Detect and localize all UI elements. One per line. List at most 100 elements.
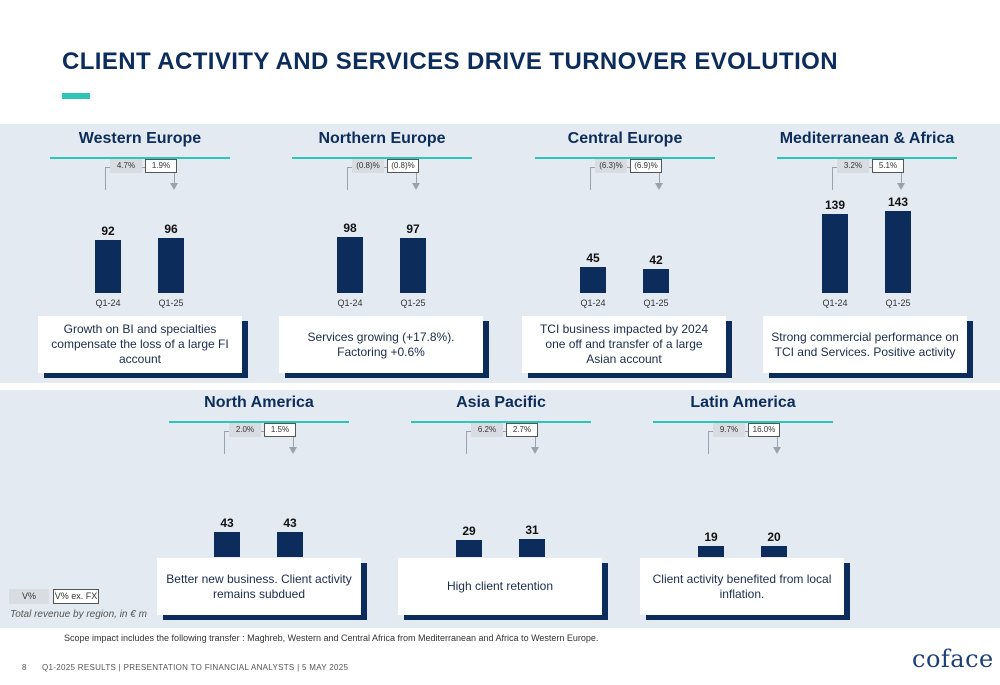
bracket-right-line	[293, 431, 294, 447]
bar	[761, 546, 787, 557]
bracket-arrow-icon	[773, 447, 781, 454]
bracket-right-line	[901, 167, 902, 183]
footnote: Scope impact includes the following tran…	[64, 633, 599, 643]
variation-pct: 3.2%	[837, 159, 869, 173]
bar	[400, 238, 426, 293]
region-comment: Services growing (+17.8%). Factoring +0.…	[279, 316, 483, 373]
region-comment: Better new business. Client activity rem…	[157, 558, 361, 615]
bar-value-label: 43	[220, 516, 234, 530]
bar	[158, 238, 184, 293]
variation-pct-ex-fx: (0.8)%	[387, 159, 419, 173]
bar	[337, 237, 363, 293]
legend-v-pct: V%	[9, 589, 49, 604]
region-chart: Central Europe (6.3)% (6.9)% 45 Q1-24 42 Q1-25	[535, 130, 735, 370]
bracket-right-line	[416, 167, 417, 183]
bracket-left-line	[832, 167, 833, 190]
bar	[456, 540, 482, 557]
region-title: North America	[204, 394, 314, 411]
page-title: CLIENT ACTIVITY AND SERVICES DRIVE TURNO…	[62, 48, 838, 75]
bar-value-label: 31	[525, 523, 539, 537]
category-label: Q1-24	[580, 298, 606, 308]
variation-pct-ex-fx: 2.7%	[506, 423, 538, 437]
region-chart: Mediterranean & Africa 3.2% 5.1% 139 Q1-24 14…	[777, 130, 977, 370]
bracket-left-line	[466, 431, 467, 454]
variation-pct-ex-fx: (6.9)%	[630, 159, 662, 173]
bracket-left-line	[347, 167, 348, 190]
bracket-left-line	[224, 431, 225, 454]
variation-pct-ex-fx: 1.9%	[145, 159, 177, 173]
variation-pct: 2.0%	[229, 423, 261, 437]
region-underline	[653, 421, 833, 423]
bracket-arrow-icon	[897, 183, 905, 190]
variation-pct: 9.7%	[713, 423, 745, 437]
bracket-arrow-icon	[412, 183, 420, 190]
region-title: Latin America	[690, 394, 796, 411]
region-underline	[535, 157, 715, 159]
variation-pct: (6.3)%	[595, 159, 627, 173]
bar-value-label: 45	[586, 251, 600, 265]
bar	[214, 532, 240, 557]
bar-value-label: 20	[767, 530, 781, 544]
variation-pct: 6.2%	[471, 423, 503, 437]
region-title: Central Europe	[567, 130, 683, 147]
bar-value-label: 43	[283, 516, 297, 530]
category-label: Q1-24	[337, 298, 363, 308]
bar	[277, 532, 303, 557]
bracket-arrow-icon	[289, 447, 297, 454]
bracket-right-line	[659, 167, 660, 183]
coface-logo: coface	[912, 645, 994, 673]
bar	[643, 269, 669, 293]
variation-pct: (0.8)%	[352, 159, 384, 173]
variation-pct-ex-fx: 1.5%	[264, 423, 296, 437]
region-title: Western Europe	[78, 130, 202, 147]
bar	[822, 214, 848, 293]
bracket-left-line	[708, 431, 709, 454]
bar-value-label: 98	[343, 221, 357, 235]
bar-value-label: 92	[101, 224, 115, 238]
category-label: Q1-25	[885, 298, 911, 308]
bar-value-label: 19	[704, 530, 718, 544]
region-comment: TCI business impacted by 2024 one off an…	[522, 316, 726, 373]
category-label: Q1-25	[643, 298, 669, 308]
bar-value-label: 96	[164, 222, 178, 236]
region-comment: Growth on BI and specialties compensate …	[38, 316, 242, 373]
bracket-arrow-icon	[655, 183, 663, 190]
region-comment: Client activity benefited from local inf…	[640, 558, 844, 615]
region-comment: High client retention	[398, 558, 602, 615]
variation-pct-ex-fx: 5.1%	[872, 159, 904, 173]
bar	[95, 240, 121, 293]
bar	[580, 267, 606, 293]
bar-value-label: 139	[824, 198, 846, 212]
variation-pct-ex-fx: 16.0%	[748, 423, 780, 437]
bracket-arrow-icon	[170, 183, 178, 190]
bar	[885, 211, 911, 293]
bracket-right-line	[535, 431, 536, 447]
legend-v-pct-ex-fx: V% ex. FX	[53, 589, 99, 604]
legend-note: Total revenue by region, in € m	[10, 609, 147, 620]
bracket-right-line	[777, 431, 778, 447]
region-underline	[411, 421, 591, 423]
bar	[698, 546, 724, 557]
region-title: Asia Pacific	[456, 394, 546, 411]
category-label: Q1-25	[400, 298, 426, 308]
variation-pct: 4.7%	[110, 159, 142, 173]
title-accent-bar	[62, 93, 90, 99]
region-chart: Western Europe 4.7% 1.9% 92 Q1-24 96 Q1-25	[50, 130, 250, 370]
region-underline	[169, 421, 349, 423]
bracket-arrow-icon	[531, 447, 539, 454]
bar-value-label: 29	[462, 524, 476, 538]
region-title: Mediterranean & Africa	[779, 130, 955, 147]
bar-value-label: 143	[887, 195, 909, 209]
bracket-left-line	[590, 167, 591, 190]
footer-text: Q1-2025 RESULTS | PRESENTATION TO FINANC…	[42, 663, 349, 672]
bar-value-label: 42	[649, 253, 663, 267]
region-title: Northern Europe	[318, 130, 446, 147]
category-label: Q1-24	[95, 298, 121, 308]
page-number: 8	[22, 663, 27, 672]
category-label: Q1-24	[822, 298, 848, 308]
bracket-right-line	[174, 167, 175, 183]
region-underline	[50, 157, 230, 159]
bar	[519, 539, 545, 557]
